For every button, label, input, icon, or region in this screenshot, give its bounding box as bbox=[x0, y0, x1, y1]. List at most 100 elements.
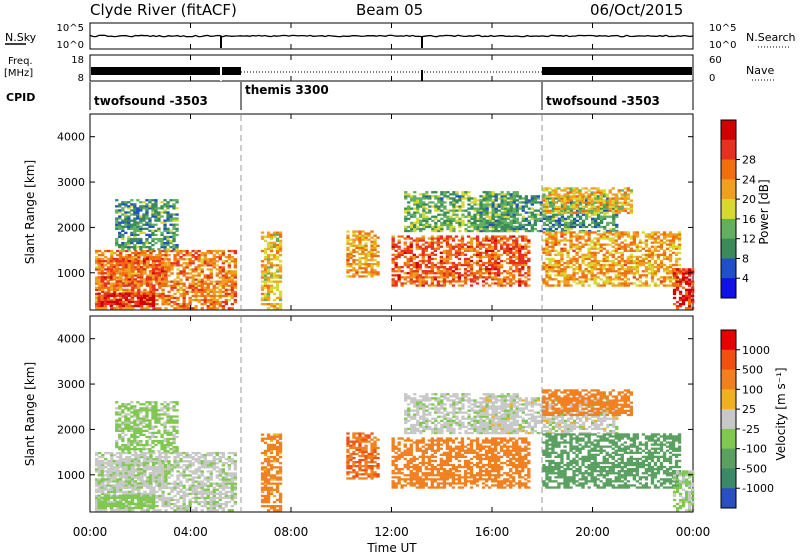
velocity-cell-r0 bbox=[119, 509, 123, 512]
power-cell-r4 bbox=[272, 272, 277, 275]
power-cell-r10 bbox=[587, 272, 591, 275]
power-cell-r9 bbox=[587, 195, 591, 198]
power-cell-r0 bbox=[128, 307, 132, 310]
power-cell-r8 bbox=[612, 207, 616, 210]
power-cell-r3 bbox=[142, 213, 146, 216]
power-cell-r10 bbox=[632, 231, 636, 234]
power-cell-r8 bbox=[482, 225, 486, 229]
power-cell-r6 bbox=[472, 278, 477, 281]
power-cell-r10 bbox=[599, 259, 603, 263]
power-cell-r8 bbox=[615, 215, 619, 218]
power-cell-r0 bbox=[206, 282, 210, 285]
power-cell-r6 bbox=[475, 243, 480, 246]
power-cell-r3 bbox=[136, 209, 140, 212]
power-cell-r10 bbox=[587, 237, 591, 240]
power-cell-r0 bbox=[230, 272, 234, 275]
power-cell-r0 bbox=[212, 294, 216, 298]
power-cell-r2 bbox=[139, 274, 143, 277]
power-cell-r3 bbox=[127, 246, 131, 249]
power-cell-r10 bbox=[644, 255, 649, 259]
velocity-cell-r0 bbox=[113, 509, 117, 512]
power-cell-r3 bbox=[115, 199, 119, 202]
power-cell-r6 bbox=[481, 237, 486, 240]
power-cell-r3 bbox=[157, 237, 161, 241]
power-cell-r0 bbox=[164, 307, 168, 310]
power-cell-r6 bbox=[515, 241, 519, 244]
power-cell-r0 bbox=[122, 284, 126, 287]
power-cell-r9 bbox=[578, 189, 582, 192]
power-cell-r8 bbox=[518, 213, 522, 216]
power-cell-r2 bbox=[109, 284, 113, 287]
power-cell-r8 bbox=[557, 221, 562, 225]
power-cell-r6 bbox=[475, 259, 480, 263]
power-cell-r0 bbox=[116, 276, 120, 279]
power-cell-r8 bbox=[578, 225, 583, 229]
power-cell-r9 bbox=[626, 189, 630, 192]
power-cell-r8 bbox=[591, 217, 595, 220]
power-cell-r10 bbox=[629, 235, 633, 238]
power-cell-r1 bbox=[148, 302, 153, 305]
power-cell-r6 bbox=[409, 237, 413, 240]
power-cell-r3 bbox=[127, 217, 131, 220]
power-cell-r9 bbox=[554, 207, 558, 210]
power-cell-r10 bbox=[650, 235, 655, 238]
power-cell-r0 bbox=[182, 292, 186, 296]
power-cell-r10 bbox=[653, 231, 658, 234]
power-cell-r10 bbox=[656, 284, 661, 287]
power-cell-r0 bbox=[212, 284, 216, 287]
power-cell-r0 bbox=[95, 268, 99, 271]
power-cell-r9 bbox=[548, 193, 552, 196]
power-cell-r3 bbox=[130, 205, 134, 208]
power-cell-r3 bbox=[133, 205, 137, 208]
power-cell-r7 bbox=[440, 217, 444, 220]
power-cell-r0 bbox=[161, 300, 165, 304]
power-cell-r9 bbox=[563, 201, 567, 204]
power-cell-r0 bbox=[164, 294, 168, 298]
power-cell-r9 bbox=[551, 189, 555, 192]
power-cell-r8 bbox=[530, 203, 534, 206]
power-cell-r0 bbox=[107, 298, 111, 302]
power-cell-r0 bbox=[158, 294, 162, 298]
power-cell-r6 bbox=[527, 278, 531, 281]
power-cell-r7 bbox=[416, 201, 420, 204]
power-cell-r3 bbox=[124, 217, 128, 220]
power-cell-r1 bbox=[100, 304, 104, 308]
power-cell-r3 bbox=[145, 213, 149, 216]
power-cell-r7 bbox=[410, 229, 414, 233]
power-cell-r8 bbox=[539, 203, 543, 206]
power-cell-r0 bbox=[149, 249, 153, 253]
power-cell-r9 bbox=[560, 199, 564, 202]
power-cell-r10 bbox=[671, 239, 676, 242]
power-cell-r8 bbox=[521, 205, 525, 208]
power-cell-r10 bbox=[611, 261, 615, 265]
power-cell-r10 bbox=[569, 278, 573, 281]
power-cell-r10 bbox=[656, 249, 661, 252]
power-cell-r5 bbox=[370, 265, 374, 268]
power-cell-r6 bbox=[497, 268, 501, 271]
power-cell-r1 bbox=[118, 302, 122, 305]
power-cell-r7 bbox=[509, 215, 513, 218]
power-cell-r9 bbox=[617, 201, 621, 204]
power-cell-r10 bbox=[545, 249, 549, 252]
power-cell-r6 bbox=[460, 239, 465, 242]
power-cell-r10 bbox=[653, 241, 658, 244]
power-cell-r6 bbox=[491, 257, 495, 261]
power-cell-r2 bbox=[97, 272, 101, 275]
power-cell-r7 bbox=[476, 213, 480, 216]
power-cell-r9 bbox=[542, 207, 546, 210]
power-cell-r9 bbox=[566, 197, 570, 200]
power-cell-r0 bbox=[140, 254, 144, 257]
power-cell-r6 bbox=[527, 239, 531, 242]
power-cell-r0 bbox=[206, 262, 210, 265]
power-cell-r10 bbox=[602, 274, 606, 277]
power-cell-r6 bbox=[445, 239, 450, 242]
power-cell-r2 bbox=[124, 259, 128, 263]
power-cell-r6 bbox=[406, 280, 410, 283]
power-cell-r2 bbox=[118, 268, 122, 271]
power-cell-r8 bbox=[500, 199, 504, 202]
power-cell-r2 bbox=[157, 284, 162, 287]
power-cell-r8 bbox=[485, 197, 489, 200]
power-cell-r7 bbox=[500, 213, 504, 216]
power-cell-r10 bbox=[542, 266, 546, 269]
power-cell-r11 bbox=[672, 288, 677, 291]
